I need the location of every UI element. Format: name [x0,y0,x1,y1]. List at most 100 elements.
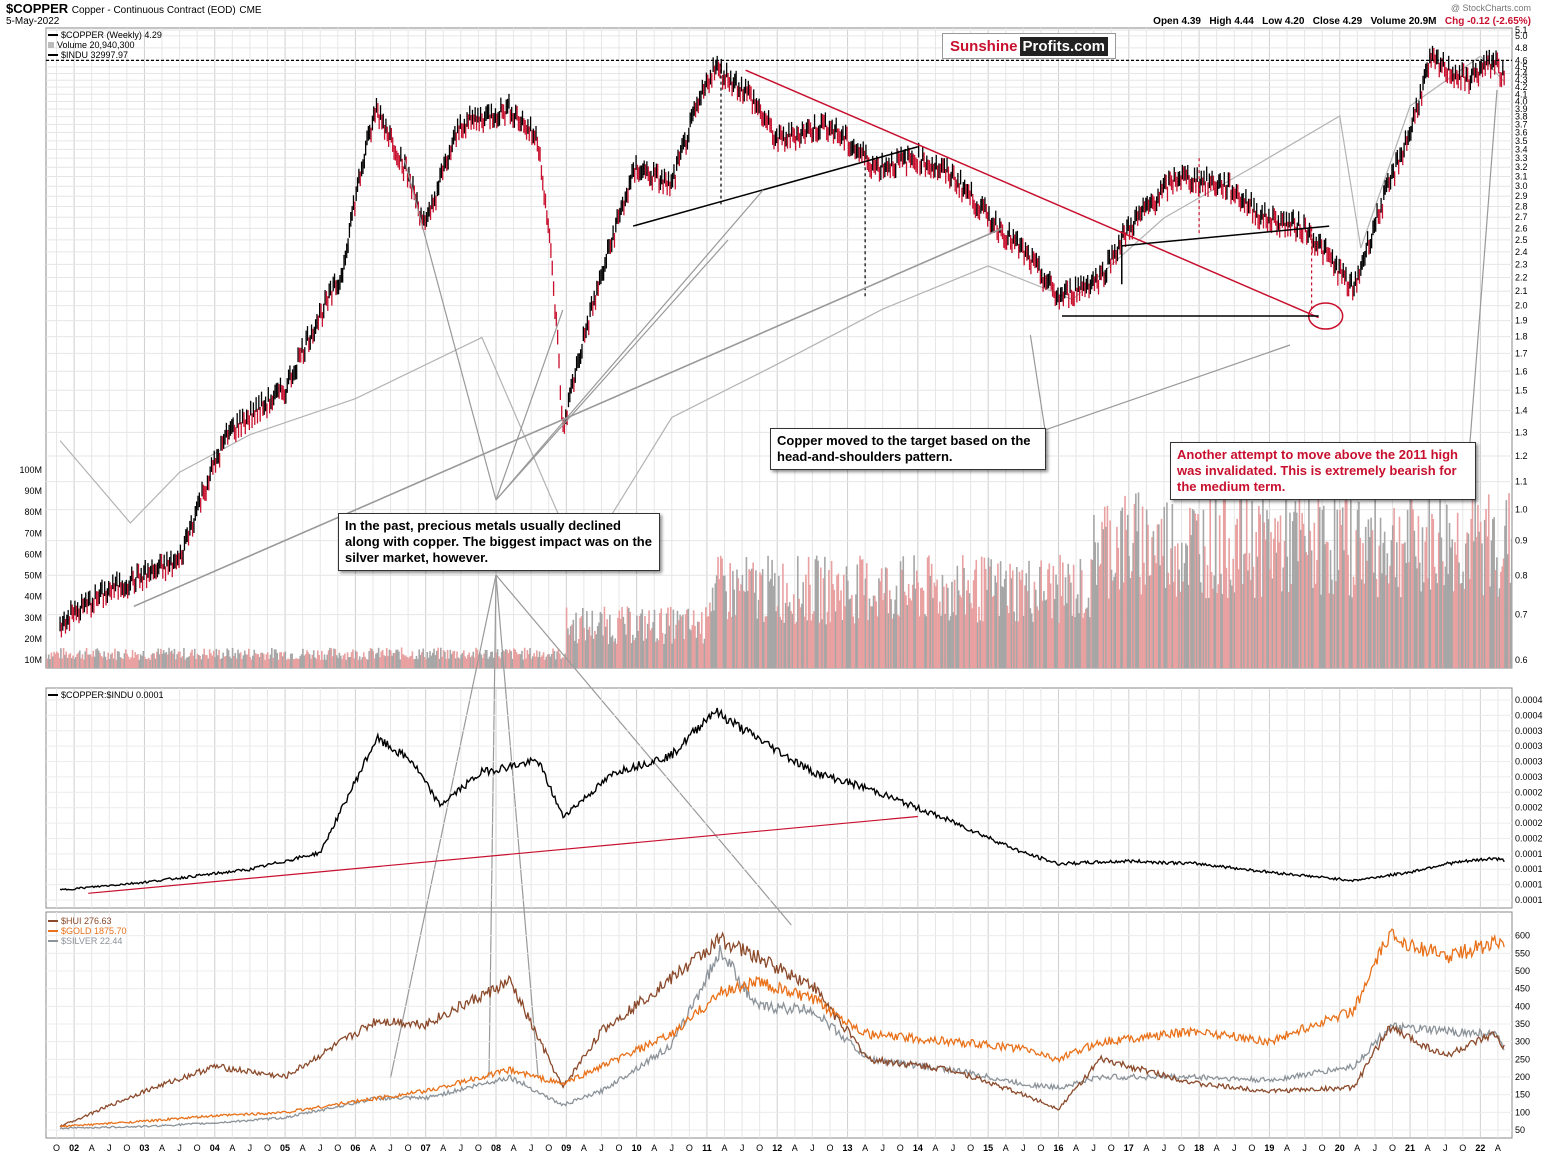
y-tick-label: 3.4 [1515,144,1528,154]
annotation-pointer [495,309,564,501]
x-tick-label: J [951,1143,956,1153]
y-tick-label: 350 [1515,1019,1530,1029]
y-tick-label: 0.0003 [1515,741,1543,751]
y-tick-label: 2.6 [1515,223,1528,233]
low-value: Low 4.20 [1262,16,1305,27]
y-tick-label: 2.9 [1515,191,1528,201]
y-tick-label: 3.9 [1515,104,1528,114]
x-tick-label: A [229,1143,235,1153]
x-tick-label: 06 [350,1143,360,1153]
x-tick-label: J [318,1143,323,1153]
y-tick-label: 600 [1515,931,1530,941]
ratio-support-line [88,815,918,894]
x-tick-label: O [826,1143,833,1153]
annotation-pointer [404,159,497,501]
y-tick-label: 250 [1515,1054,1530,1064]
x-tick-label: J [1091,1143,1096,1153]
y-tick-label: 1.1 [1515,477,1528,487]
y-tick-label: 3.2 [1515,162,1528,172]
x-tick-label: O [1459,1143,1466,1153]
hs-target-note: Copper moved to the target based on the … [770,428,1046,470]
main-legend: $COPPER (Weekly) 4.29 Volume 20,940,300 … [48,30,162,60]
panel-frame-3 [45,911,1513,1139]
x-tick-label: J [1232,1143,1237,1153]
close-value: Close 4.29 [1312,16,1363,27]
x-tick-label: A [722,1143,728,1153]
y-tick-label: 2.1 [1515,286,1528,296]
long-term-support-line [133,227,1003,608]
x-tick-label: A [932,1143,938,1153]
series-indu-line [59,55,1506,567]
x-tick-label: O [475,1143,482,1153]
copyright: @ StockCharts.com [1450,3,1531,13]
metals-legend: $HUI 276.63 $GOLD 1875.70 $SILVER 22.44 [48,916,127,946]
annotation-pointer [495,239,729,501]
x-tick-label: O [334,1143,341,1153]
y-tick-label: 0.0001 [1515,864,1543,874]
y-tick-label: 5.1 [1515,25,1528,35]
x-tick-label: O [545,1143,552,1153]
chart-title: $COPPER Copper - Continuous Contract (EO… [6,1,262,16]
x-tick-label: A [651,1143,657,1153]
x-tick-label: A [1354,1143,1360,1153]
y-tick-label: 0.0003 [1515,726,1543,736]
annotation-pointer [389,574,497,1079]
x-tick-label: J [107,1143,112,1153]
y-tick-label: 50 [1515,1125,1525,1135]
x-tick-label: A [581,1143,587,1153]
x-tick-label: 03 [139,1143,149,1153]
y-tick-label: 2.2 [1515,273,1528,283]
volume-tick-label: 90M [24,486,42,496]
x-tick-label: 02 [69,1143,79,1153]
x-tick-label: O [1178,1143,1185,1153]
x-tick-label: 11 [702,1143,712,1153]
annotation-pointer [495,189,764,501]
legend-hui: $HUI 276.63 [48,916,127,926]
y-tick-label: 2.4 [1515,247,1528,257]
x-tick-label: 20 [1335,1143,1345,1153]
x-tick-label: A [440,1143,446,1153]
x-tick-label: 13 [843,1143,853,1153]
y-tick-label: 150 [1515,1090,1530,1100]
y-tick-label: 0.0003 [1515,772,1543,782]
descending-trendline [745,69,1319,319]
y-tick-label: 3.5 [1515,136,1528,146]
x-tick-label: A [1003,1143,1009,1153]
legend-volume: Volume 20,940,300 [48,40,162,50]
x-tick-label: 16 [1053,1143,1063,1153]
y-tick-label: 4.8 [1515,43,1528,53]
volume-value: Volume 20.9M [1370,16,1437,27]
y-tick-label: 2.5 [1515,235,1528,245]
annotation-pointer [495,574,792,926]
volume-tick-label: 70M [24,528,42,538]
legend-silver: $SILVER 22.44 [48,936,127,946]
series-silver-line [59,944,1505,1130]
x-tick-label: 09 [561,1143,571,1153]
x-tick-label: J [810,1143,815,1153]
invalidation-note: Another attempt to move above the 2011 h… [1170,442,1476,500]
y-tick-label: 1.0 [1515,505,1528,515]
x-tick-label: O [967,1143,974,1153]
y-tick-label: 4.2 [1515,82,1528,92]
y-tick-label: 2.7 [1515,212,1528,222]
x-tick-label: O [756,1143,763,1153]
y-tick-label: 3.6 [1515,128,1528,138]
y-tick-label: 1.9 [1515,316,1528,326]
y-tick-label: 1.4 [1515,406,1528,416]
change-value: Chg -0.12 (-2.65%) [1444,16,1531,27]
x-tick-label: A [792,1143,798,1153]
open-value: Open 4.39 [1153,16,1201,27]
y-tick-label: 0.0002 [1515,787,1543,797]
y-tick-label: 0.0002 [1515,833,1543,843]
x-tick-label: A [511,1143,517,1153]
y-tick-label: 3.0 [1515,181,1528,191]
y-tick-label: 0.7 [1515,610,1528,620]
annotation-pointer [1469,89,1498,443]
y-tick-label: 4.3 [1515,75,1528,85]
x-tick-label: A [1214,1143,1220,1153]
x-tick-label: 17 [1124,1143,1134,1153]
x-tick-label: A [1143,1143,1149,1153]
x-tick-label: A [862,1143,868,1153]
x-tick-label: 07 [421,1143,431,1153]
x-tick-label: J [529,1143,534,1153]
